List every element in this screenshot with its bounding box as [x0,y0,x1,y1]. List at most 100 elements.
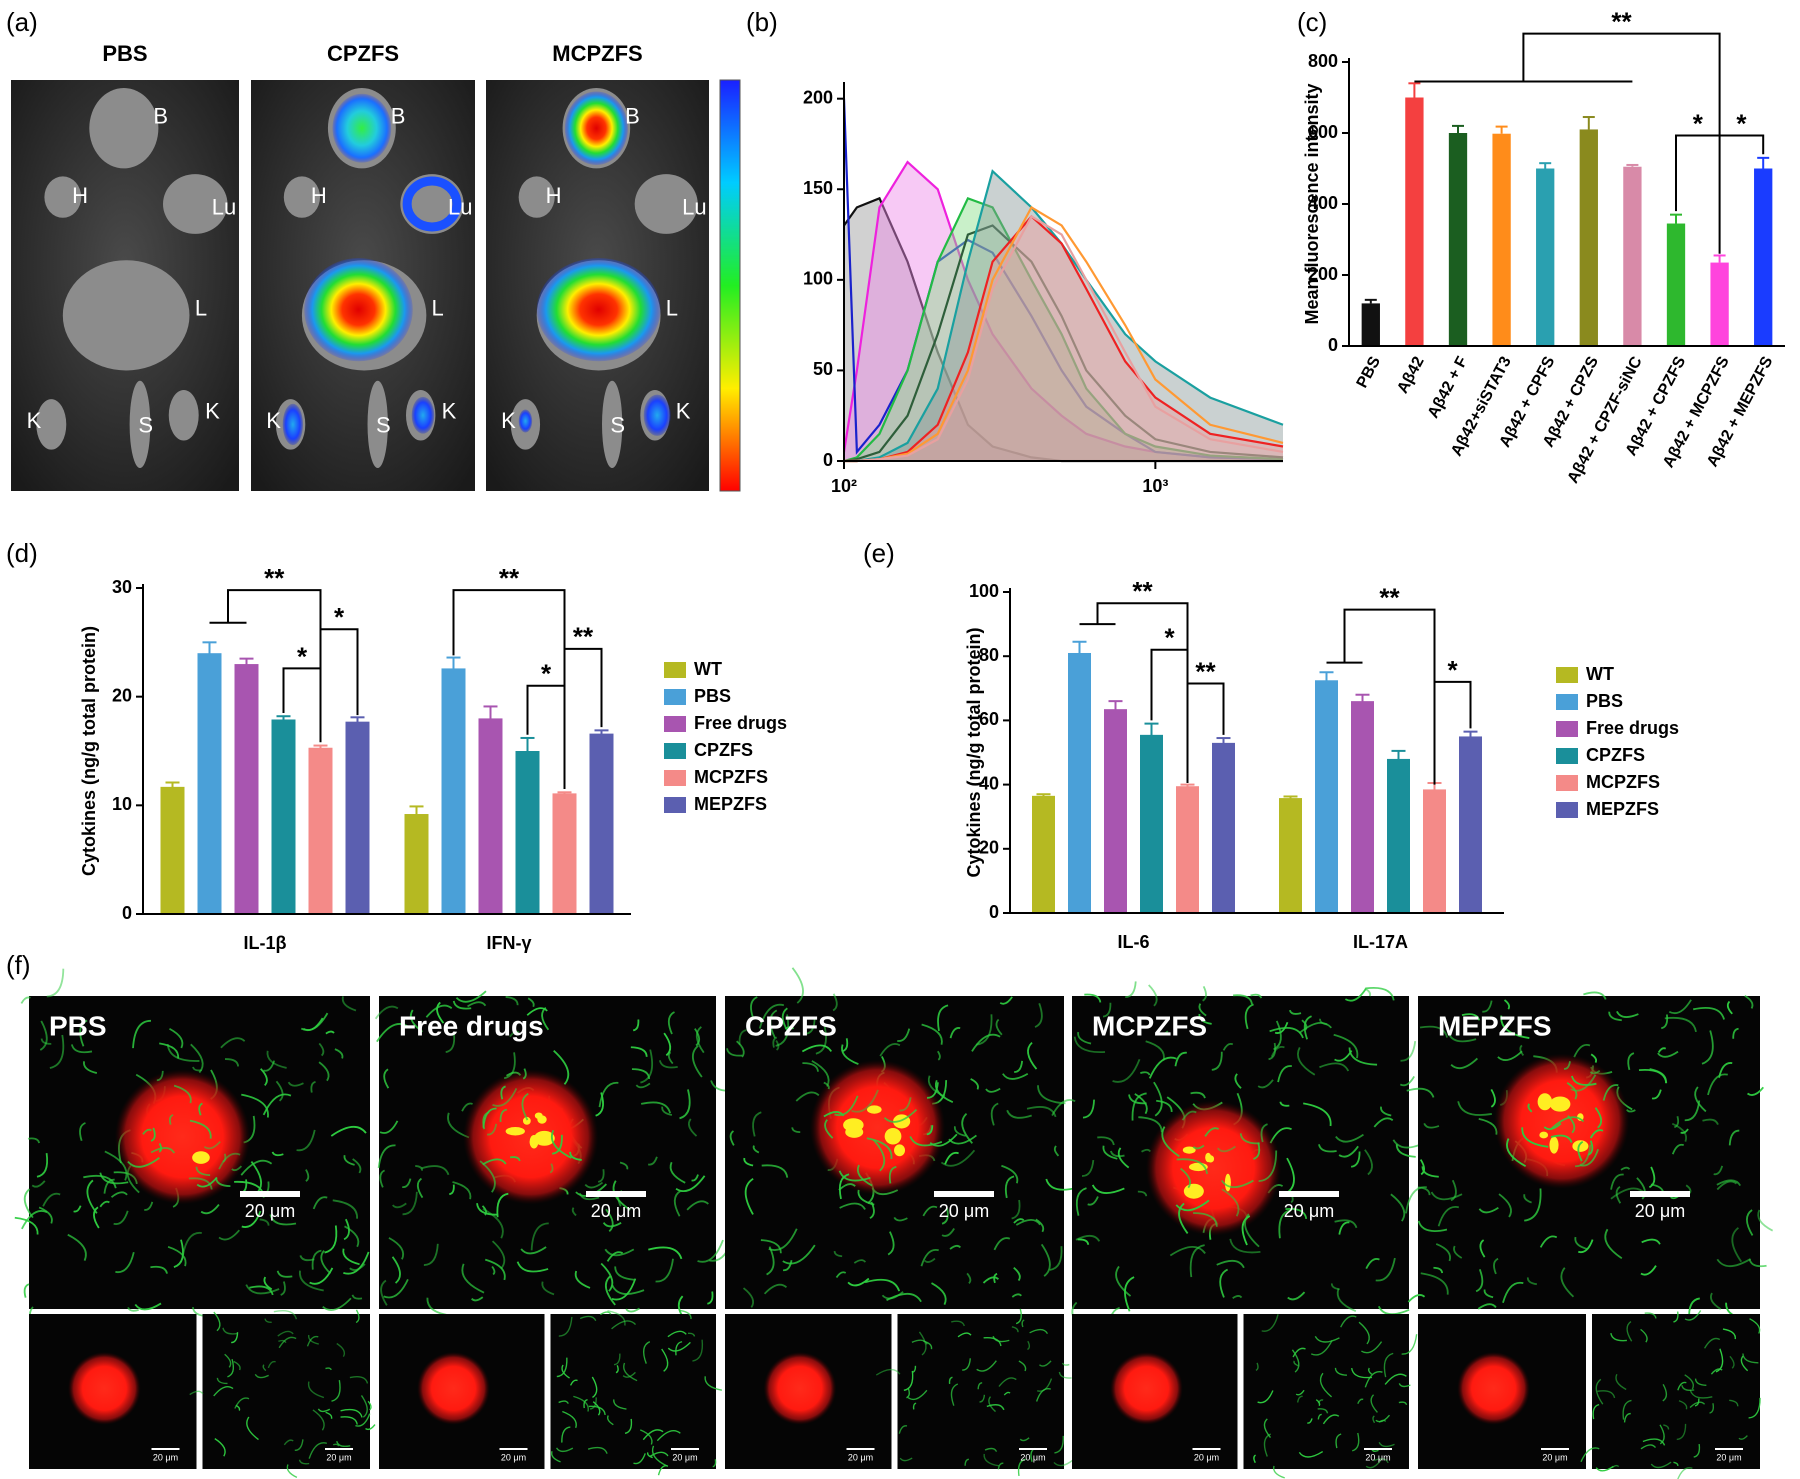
microglia-signal [935,1080,954,1104]
microglia-signal [1502,1281,1524,1303]
plaque-signal [1110,1352,1183,1425]
bar [234,664,259,914]
y-tick-label: 200 [803,87,833,107]
organ [129,380,151,469]
microglia-signal [1659,1424,1665,1445]
microglia-signal [648,1246,683,1260]
microglia-signal [1731,1227,1743,1263]
panel-label: (d) [6,538,38,568]
microglia-signal [214,1438,226,1457]
microglia-signal [558,1400,569,1404]
microglia-signal [993,1272,998,1284]
microglia-signal [1156,1099,1173,1112]
microglia-signal [661,1106,673,1116]
microglia-signal [1011,1326,1019,1333]
microglia-signal [312,1409,325,1431]
microglia-signal [625,1307,640,1313]
microglia-signal [1677,1381,1687,1391]
organ-label: K [676,399,691,424]
microglia-signal [1405,1186,1427,1214]
bar [1387,758,1410,913]
microglia-signal [1293,1360,1299,1367]
microglia-signal [940,1149,976,1167]
microglia-signal [40,1038,52,1045]
microglia-signal [1322,1414,1340,1425]
significance-label: ** [264,563,285,593]
microglia-signal [1589,1129,1604,1139]
microglia-signal [1291,1349,1300,1373]
microglia-signal [1651,1089,1662,1100]
microglia-signal [278,1336,297,1349]
microglia-signal [461,1263,485,1294]
microglia-signal [1748,1397,1761,1419]
microglia-signal [726,1048,743,1057]
significance-label: ** [1195,656,1216,686]
microglia-signal [340,1408,363,1418]
y-tick-label: 40 [979,773,999,793]
microglia-signal [1357,1398,1364,1405]
microglia-signal [1574,1236,1588,1250]
microglia-signal [383,1279,409,1299]
microglia-signal [692,1045,703,1078]
microglia-signal [1685,1184,1692,1194]
microglia-signal [602,1222,622,1228]
microglia-signal [305,1169,310,1182]
microglia-signal [1292,1347,1306,1358]
microglia-signal [976,1014,993,1046]
microglia-signal [1334,1367,1347,1376]
microglia-signal [1450,1179,1457,1202]
microglia-signal [970,1078,979,1090]
microglia-signal [833,1251,843,1258]
microglia-signal [1595,1465,1614,1472]
microglia-signal [1051,1099,1076,1116]
microglia-signal [416,1177,424,1199]
microglia-signal [1003,1391,1011,1396]
organ-label: K [266,408,281,433]
microglia-signal [619,1161,629,1170]
image-title: CPZFS [327,41,399,66]
microglia-signal [1447,1031,1477,1043]
microglia-signal [1128,1094,1147,1105]
microglia-signal [1015,1308,1022,1325]
microglia-signal [110,1191,128,1198]
microglia-signal [856,1164,873,1187]
y-tick-label: 30 [112,577,132,597]
microglia-signal [1677,1467,1693,1479]
microglia-signal [1039,1360,1052,1367]
microglia-signal [1319,1372,1333,1398]
microglia-signal [1053,1145,1060,1157]
bar [589,733,614,914]
microglia-signal [509,1030,520,1038]
microglia-signal [1319,1062,1350,1072]
heat-signal [282,403,304,446]
microglia-signal [235,1404,241,1411]
microglia-signal [651,1445,669,1468]
microglia-signal [688,1118,698,1137]
microglia-signal [31,1180,46,1188]
legend-label: WT [694,659,722,679]
microglia-signal [1571,1075,1597,1086]
microglia-signal [310,1080,316,1093]
microglia-signal [1338,1145,1359,1158]
microglia-signal [588,1405,606,1416]
microglia-signal [982,1276,1000,1284]
microglia-signal [1503,999,1511,1010]
bar [1176,786,1199,913]
microglia-signal [907,1389,928,1401]
microglia-signal [231,1165,243,1172]
microglia-signal [482,1158,507,1166]
microglia-signal [311,1249,322,1270]
microglia-signal [360,1395,368,1418]
microglia-signal [1641,1238,1661,1245]
significance-bracket [1719,134,1765,155]
microglia-signal [611,1284,645,1295]
heat-signal [536,257,661,362]
microglia-signal [944,1151,959,1165]
scale-label: 20 μm [1716,1452,1741,1462]
microglia-signal [911,1365,917,1374]
microglia-signal [325,1411,333,1419]
microglia-signal [918,1331,927,1356]
microglia-signal [1694,1086,1707,1113]
microglia-signal [1477,1303,1497,1310]
